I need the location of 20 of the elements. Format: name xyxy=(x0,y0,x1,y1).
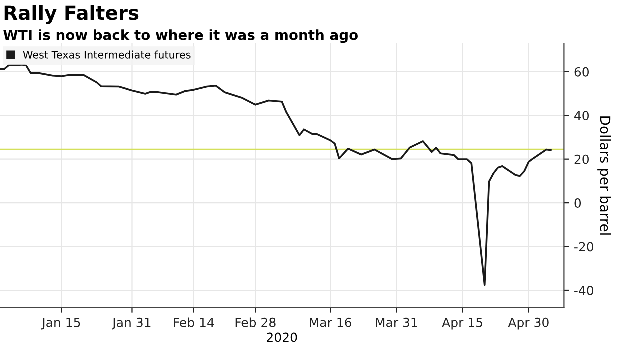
line-series xyxy=(0,64,552,286)
legend-label: West Texas Intermediate futures xyxy=(23,50,191,59)
y-tick-label: 20 xyxy=(574,154,589,164)
x-tick-label: Apr 15 xyxy=(442,318,482,330)
y-axis-title: Dollars per barrel xyxy=(598,116,612,235)
y-tick-label: -40 xyxy=(574,286,594,296)
x-tick-label: Feb 14 xyxy=(174,318,214,328)
x-tick-label: Mar 16 xyxy=(310,318,352,328)
y-tick-label: 40 xyxy=(574,111,589,121)
y-tick-label: 0 xyxy=(574,198,582,208)
x-tick-label: Mar 31 xyxy=(376,318,418,328)
x-axis-title: 2020 xyxy=(267,332,298,342)
y-tick-label: -20 xyxy=(574,242,594,252)
y-tick-label: 60 xyxy=(574,67,589,77)
x-tick-label: Apr 30 xyxy=(508,318,549,330)
x-tick-label: Feb 28 xyxy=(236,318,276,328)
chart-title: Rally Falters xyxy=(4,5,139,24)
chart-subtitle: WTI is now back to where it was a month ago xyxy=(4,30,358,44)
x-tick-label: Jan 31 xyxy=(112,318,151,330)
x-tick-label: Jan 15 xyxy=(41,318,80,330)
